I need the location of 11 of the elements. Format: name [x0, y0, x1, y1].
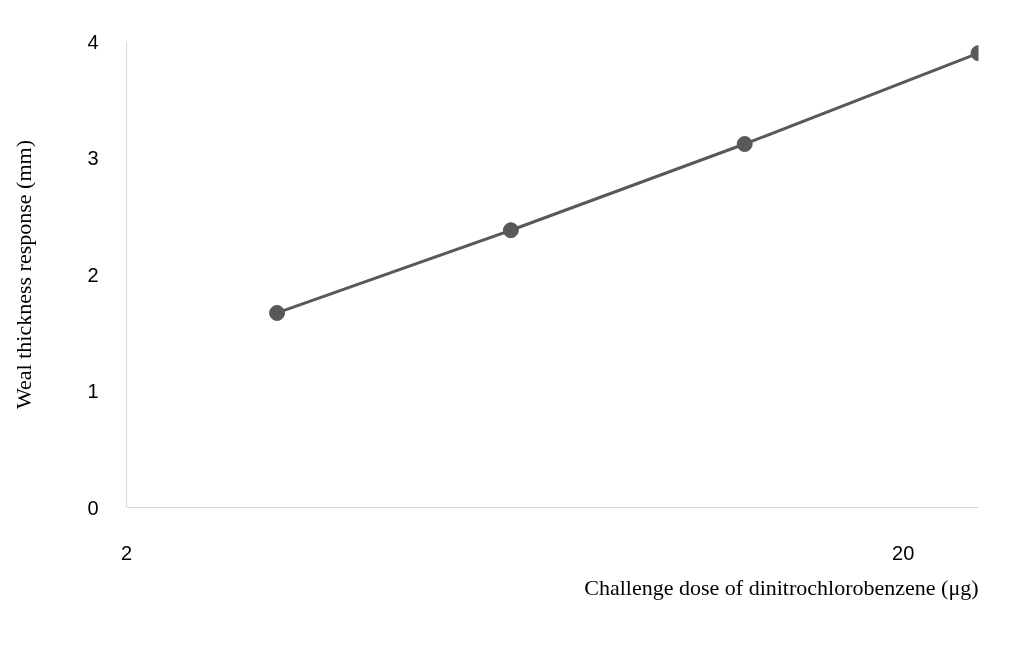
x-axis-title: Challenge dose of dinitrochlorobenzene (μg)	[584, 574, 979, 600]
y-tick-label: 0	[87, 496, 99, 519]
y-axis-title: Weal thickness response (mm)	[11, 140, 37, 409]
y-tick-label: 4	[87, 30, 99, 53]
point	[736, 136, 753, 153]
x-tick-label: 20	[892, 541, 915, 564]
y-tick-label: 2	[87, 263, 99, 286]
y-tick-label: 3	[87, 147, 99, 169]
point	[269, 304, 286, 321]
y-tick-label: 1	[87, 380, 99, 402]
point	[502, 222, 519, 239]
